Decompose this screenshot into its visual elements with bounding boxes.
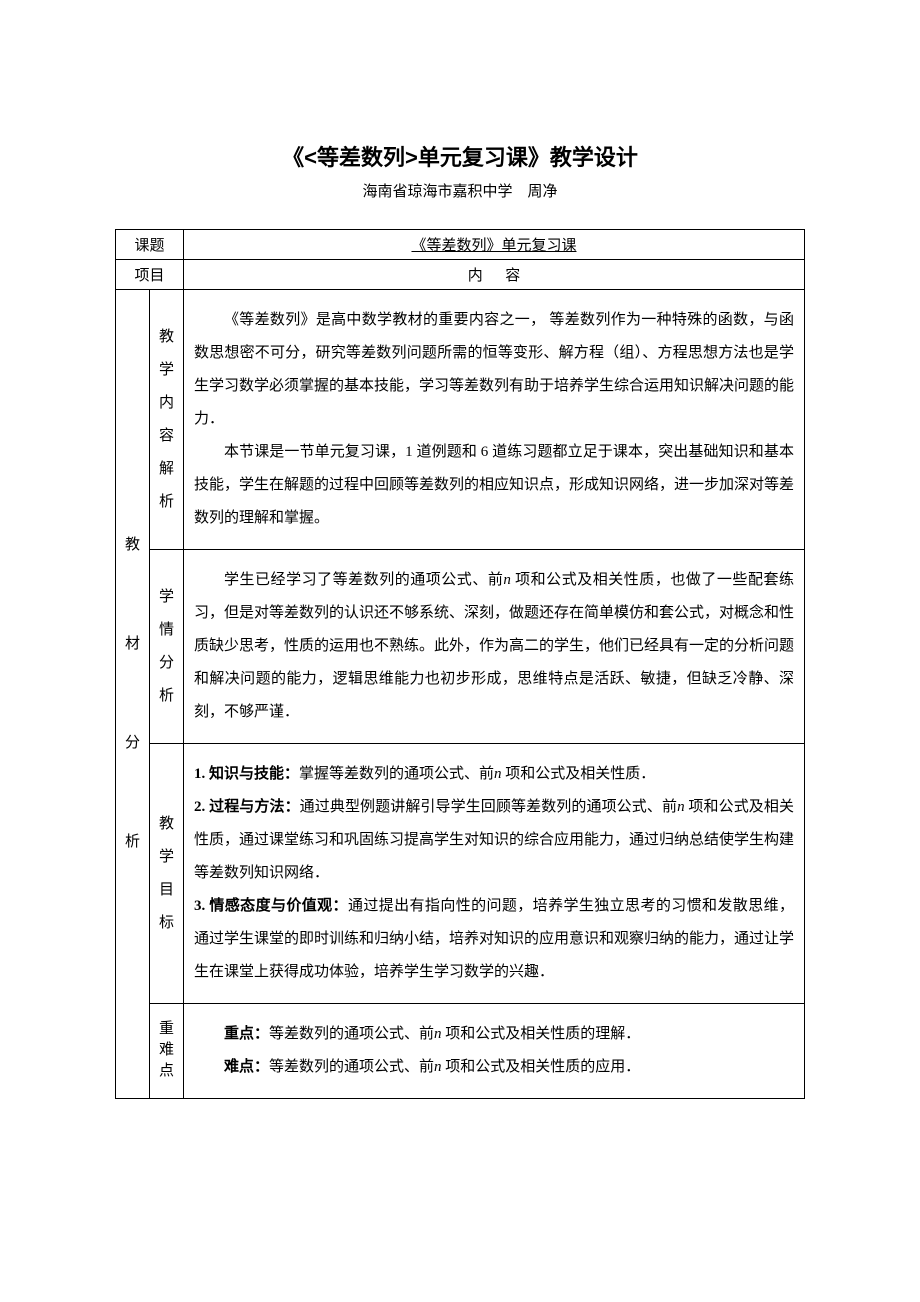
n-variable: n [677, 799, 685, 815]
col2-zhongnandian: 重难点 [150, 1004, 184, 1099]
table-header-row-1: 课题 《等差数列》单元复习课 [116, 230, 805, 260]
content-xueqing-p1: 学生已经学习了等差数列的通项公式、前n 项和公式及相关性质，也做了一些配套练习，… [194, 564, 794, 729]
col2-jiaoxueneirongjiexi: 教学内容解析 [150, 290, 184, 550]
goal-line-2: 2. 过程与方法：通过典型例题讲解引导学生回顾等差数列的通项公式、前n 项和公式… [194, 791, 794, 890]
content-p2: 本节课是一节单元复习课，1 道例题和 6 道练习题都立足于课本，突出基础知识和基… [194, 436, 794, 535]
goal3-label: 3. 情感态度与价值观： [194, 898, 348, 914]
goal-line-1: 1. 知识与技能：掌握等差数列的通项公式、前n 项和公式及相关性质． [194, 758, 794, 791]
nandian-line: 难点：等差数列的通项公式、前n 项和公式及相关性质的应用． [194, 1051, 794, 1084]
table-row: 教学目标 1. 知识与技能：掌握等差数列的通项公式、前n 项和公式及相关性质． … [116, 744, 805, 1004]
col2-xueqingfenxi: 学情分析 [150, 550, 184, 744]
content-jiaoxueneirongjiexi: 《等差数列》是高中数学教材的重要内容之一， 等差数列作为一种特殊的函数，与函数思… [184, 290, 805, 550]
document-title: 《<等差数列>单元复习课》教学设计 [115, 140, 805, 172]
text-span: 通过典型例题讲解引导学生回顾等差数列的通项公式、前 [300, 799, 677, 815]
n-variable: n [503, 572, 511, 588]
header-nei: 内 [468, 268, 483, 284]
content-xueqingfenxi: 学生已经学习了等差数列的通项公式、前n 项和公式及相关性质，也做了一些配套练习，… [184, 550, 805, 744]
header-keti-value: 《等差数列》单元复习课 [184, 230, 805, 260]
text-span: 项和公式及相关性质． [502, 766, 656, 782]
header-xiangmu-label: 项目 [116, 260, 184, 290]
text-span: 项和公式及相关性质的应用． [442, 1059, 641, 1075]
goal-line-3: 3. 情感态度与价值观：通过提出有指向性的问题，培养学生独立思考的习惯和发散思维… [194, 890, 794, 989]
text-span: 项和公式及相关性质，也做了一些配套练习，但是对等差数列的认识还不够系统、深刻，做… [194, 572, 794, 720]
table-row: 重难点 重点：等差数列的通项公式、前n 项和公式及相关性质的理解． 难点：等差数… [116, 1004, 805, 1099]
goal1-label: 1. 知识与技能： [194, 766, 299, 782]
col2-jiaoxuemubiao: 教学目标 [150, 744, 184, 1004]
content-zhongnandian: 重点：等差数列的通项公式、前n 项和公式及相关性质的理解． 难点：等差数列的通项… [184, 1004, 805, 1099]
col1-jiaocaifenxi: 教材分析 [116, 290, 150, 1099]
text-span: 等差数列的通项公式、前 [269, 1059, 434, 1075]
document-subtitle: 海南省琼海市嘉积中学 周净 [115, 180, 805, 201]
nandian-label: 难点： [224, 1059, 269, 1075]
zhongdian-line: 重点：等差数列的通项公式、前n 项和公式及相关性质的理解． [194, 1018, 794, 1051]
n-variable: n [434, 1026, 442, 1042]
table-row: 学情分析 学生已经学习了等差数列的通项公式、前n 项和公式及相关性质，也做了一些… [116, 550, 805, 744]
n-variable: n [434, 1059, 442, 1075]
n-variable: n [494, 766, 502, 782]
text-span: 学生已经学习了等差数列的通项公式、前 [224, 572, 503, 588]
header-rong: 容 [505, 268, 520, 284]
text-span: 掌握等差数列的通项公式、前 [299, 766, 494, 782]
text-span: 等差数列的通项公式、前 [269, 1026, 434, 1042]
table-row: 教材分析 教学内容解析 《等差数列》是高中数学教材的重要内容之一， 等差数列作为… [116, 290, 805, 550]
lesson-plan-table: 课题 《等差数列》单元复习课 项目 内 容 教材分析 教学内容解析 《等差数列》… [115, 229, 805, 1099]
content-p1: 《等差数列》是高中数学教材的重要内容之一， 等差数列作为一种特殊的函数，与函数思… [194, 304, 794, 436]
header-neirong-label: 内 容 [184, 260, 805, 290]
zhongdian-label: 重点： [224, 1026, 269, 1042]
goal2-label: 2. 过程与方法： [194, 799, 300, 815]
table-header-row-2: 项目 内 容 [116, 260, 805, 290]
content-jiaoxuemubiao: 1. 知识与技能：掌握等差数列的通项公式、前n 项和公式及相关性质． 2. 过程… [184, 744, 805, 1004]
header-keti-label: 课题 [116, 230, 184, 260]
text-span: 项和公式及相关性质的理解． [442, 1026, 641, 1042]
